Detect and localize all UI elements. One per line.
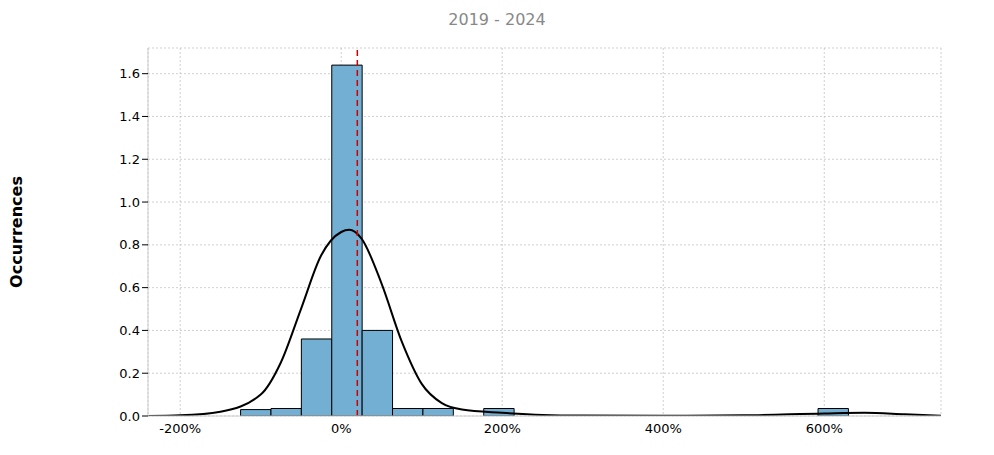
svg-text:0.8: 0.8	[119, 237, 140, 252]
svg-text:200%: 200%	[484, 421, 521, 436]
svg-text:1.2: 1.2	[119, 152, 140, 167]
svg-text:0%: 0%	[331, 421, 352, 436]
svg-text:0.0: 0.0	[119, 409, 140, 424]
html-text:2019 - 2024: 2019 - 2024	[448, 10, 546, 29]
svg-text:0.4: 0.4	[119, 323, 140, 338]
svg-text:600%: 600%	[806, 421, 843, 436]
svg-text:Occurrences: Occurrences	[8, 176, 26, 288]
svg-text:1.4: 1.4	[119, 109, 140, 124]
svg-text:-200%: -200%	[159, 421, 201, 436]
svg-text:1.0: 1.0	[119, 195, 140, 210]
svg-text:1.6: 1.6	[119, 66, 140, 81]
svg-text:400%: 400%	[645, 421, 682, 436]
svg-text:0.2: 0.2	[119, 366, 140, 381]
svg-text:0.6: 0.6	[119, 280, 140, 295]
